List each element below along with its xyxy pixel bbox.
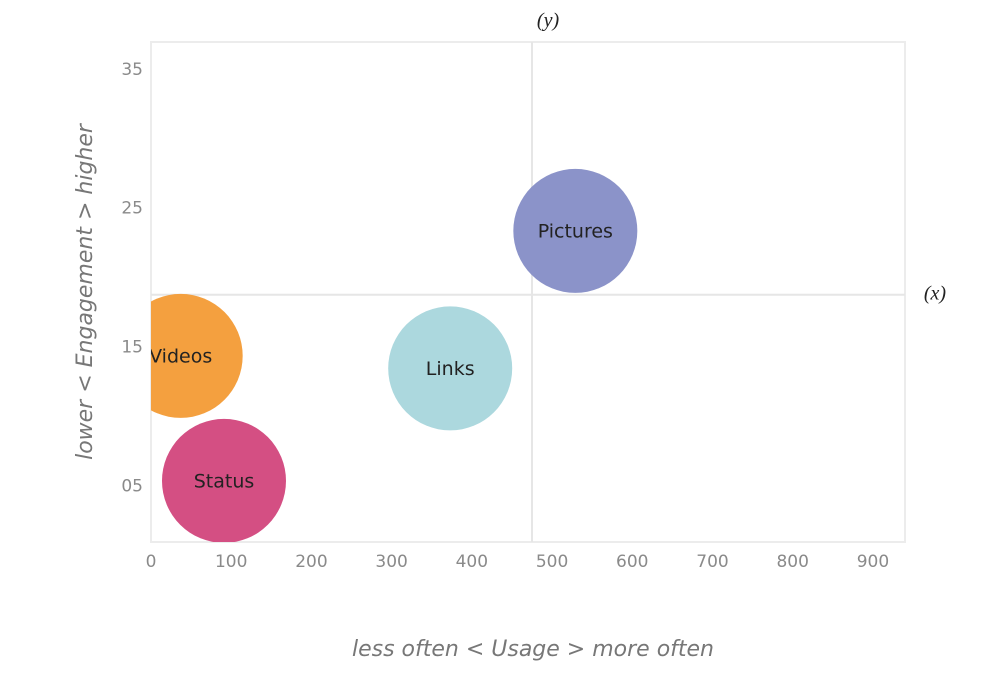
x-tick-label: 100: [215, 552, 247, 572]
bubble-label: Videos: [149, 345, 212, 367]
x-tick-label: 800: [776, 552, 808, 572]
bubble-label: Status: [194, 470, 255, 492]
bubble: [162, 418, 286, 542]
x-tick-label: 400: [456, 552, 488, 572]
y-tick-label: 25: [121, 199, 143, 219]
x-tick-label: 900: [857, 552, 889, 572]
x-tick-label: 0: [146, 552, 157, 572]
bubble: [151, 293, 243, 418]
x-tick-label: 600: [616, 552, 648, 572]
plot: Pictures Links Videos Status: [149, 42, 905, 542]
x-tick-label: 500: [536, 552, 568, 572]
x-tick-label: 700: [696, 552, 728, 572]
y-tick-label: 35: [121, 60, 143, 80]
bubble: [388, 306, 513, 431]
y-tick-label: 05: [121, 476, 143, 496]
x-tick-label: 200: [295, 552, 327, 572]
bubble-label: Pictures: [538, 220, 613, 242]
y-axis-label: lower < Engagement > higher: [73, 122, 98, 460]
reference-label: (x): [924, 282, 947, 304]
reference-label: (y): [537, 10, 560, 32]
bubble: [513, 168, 638, 293]
x-axis-label: less often < Usage > more often: [352, 637, 714, 662]
x-tick-label: 300: [375, 552, 407, 572]
bubble-label: Links: [426, 358, 475, 380]
plot-area: [150, 41, 906, 543]
y-tick-label: 15: [121, 338, 143, 358]
